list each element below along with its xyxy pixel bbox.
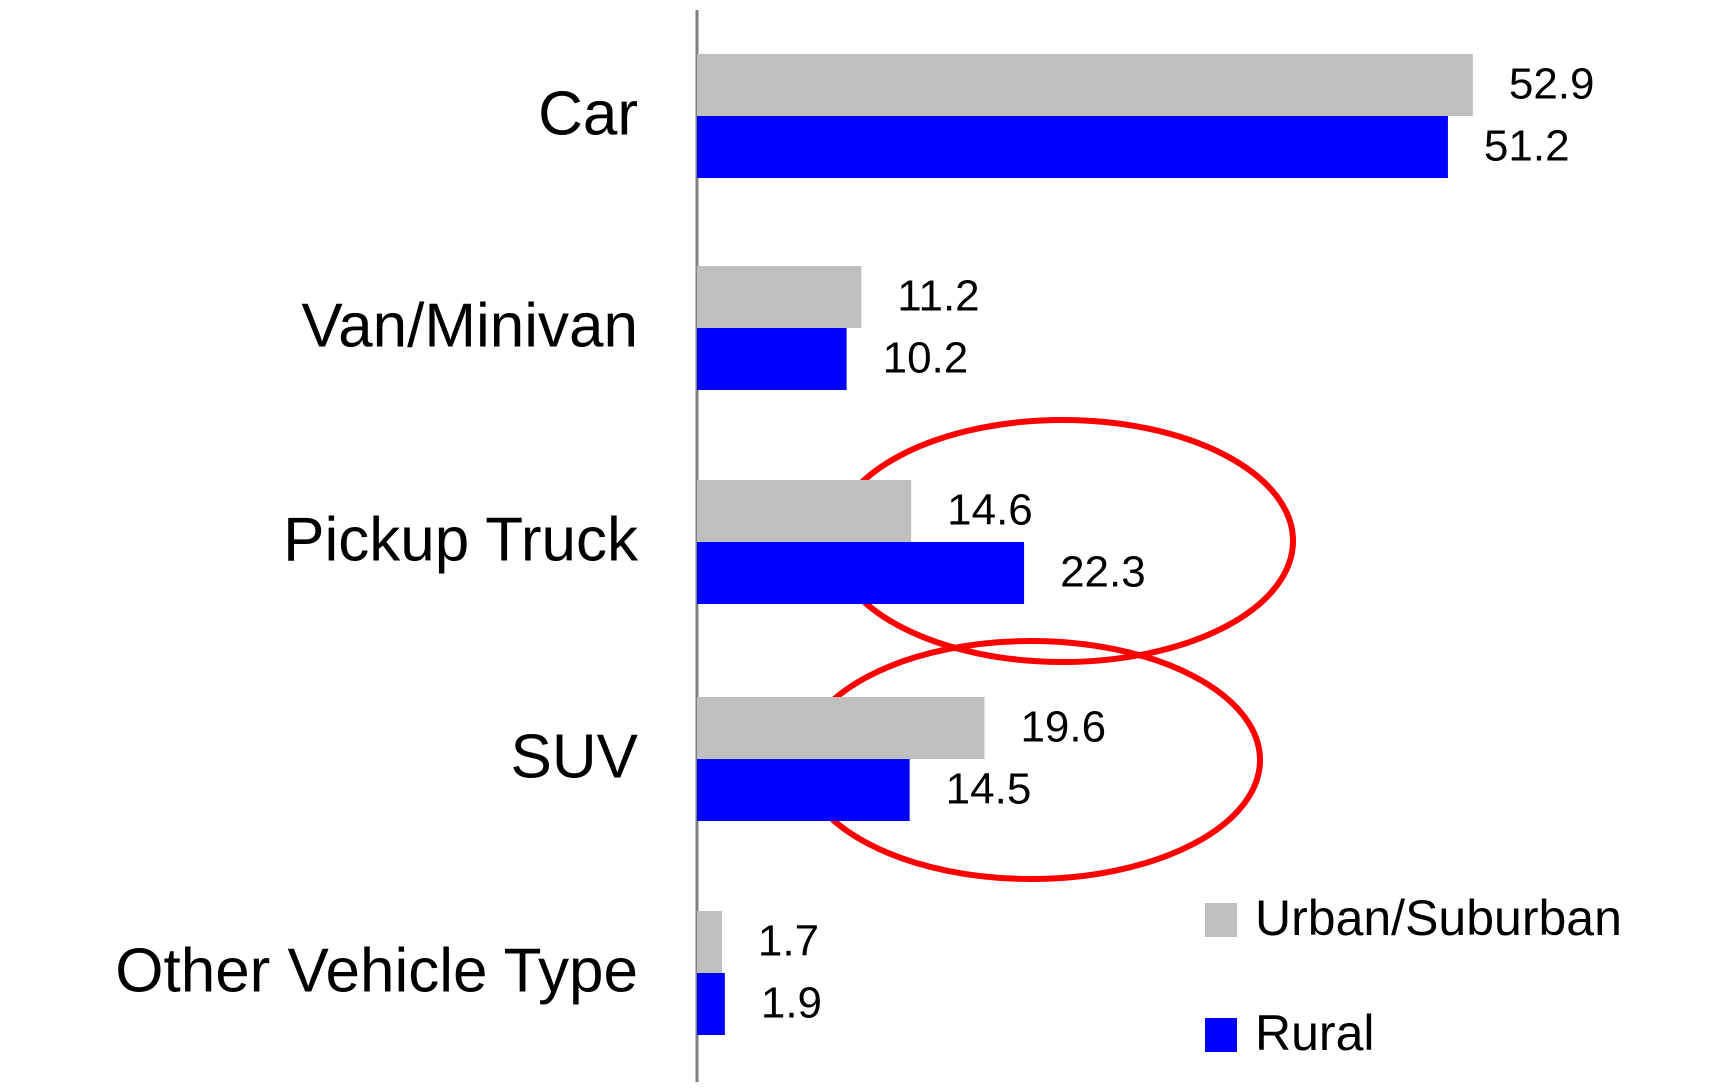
- value-label: 51.2: [1484, 122, 1570, 171]
- legend-label: Rural: [1255, 1005, 1374, 1061]
- value-label: 10.2: [883, 334, 969, 383]
- bar: [697, 54, 1473, 116]
- category-label: Other Vehicle Type: [115, 936, 638, 1005]
- category-label: SUV: [511, 722, 639, 791]
- bar: [697, 266, 862, 328]
- value-label: 19.6: [1020, 703, 1106, 752]
- bar: [697, 116, 1448, 178]
- value-label: 1.7: [758, 917, 819, 966]
- bar: [697, 697, 985, 759]
- value-label: 52.9: [1509, 60, 1595, 109]
- bar: [697, 480, 912, 542]
- legend-swatch: [1205, 1018, 1237, 1052]
- legend-swatch: [1205, 903, 1237, 937]
- category-label: Car: [538, 79, 638, 148]
- bar: [697, 973, 725, 1035]
- bar: [697, 542, 1025, 604]
- value-label: 14.5: [946, 765, 1032, 814]
- legend-label: Urban/Suburban: [1255, 890, 1622, 946]
- value-label: 14.6: [947, 486, 1033, 535]
- bar: [697, 759, 910, 821]
- value-label: 1.9: [761, 979, 822, 1028]
- value-label: 22.3: [1060, 548, 1146, 597]
- category-label: Pickup Truck: [283, 505, 639, 574]
- bar: [697, 328, 847, 390]
- value-label: 11.2: [897, 272, 979, 321]
- bar: [697, 911, 722, 973]
- category-label: Van/Minivan: [301, 291, 638, 360]
